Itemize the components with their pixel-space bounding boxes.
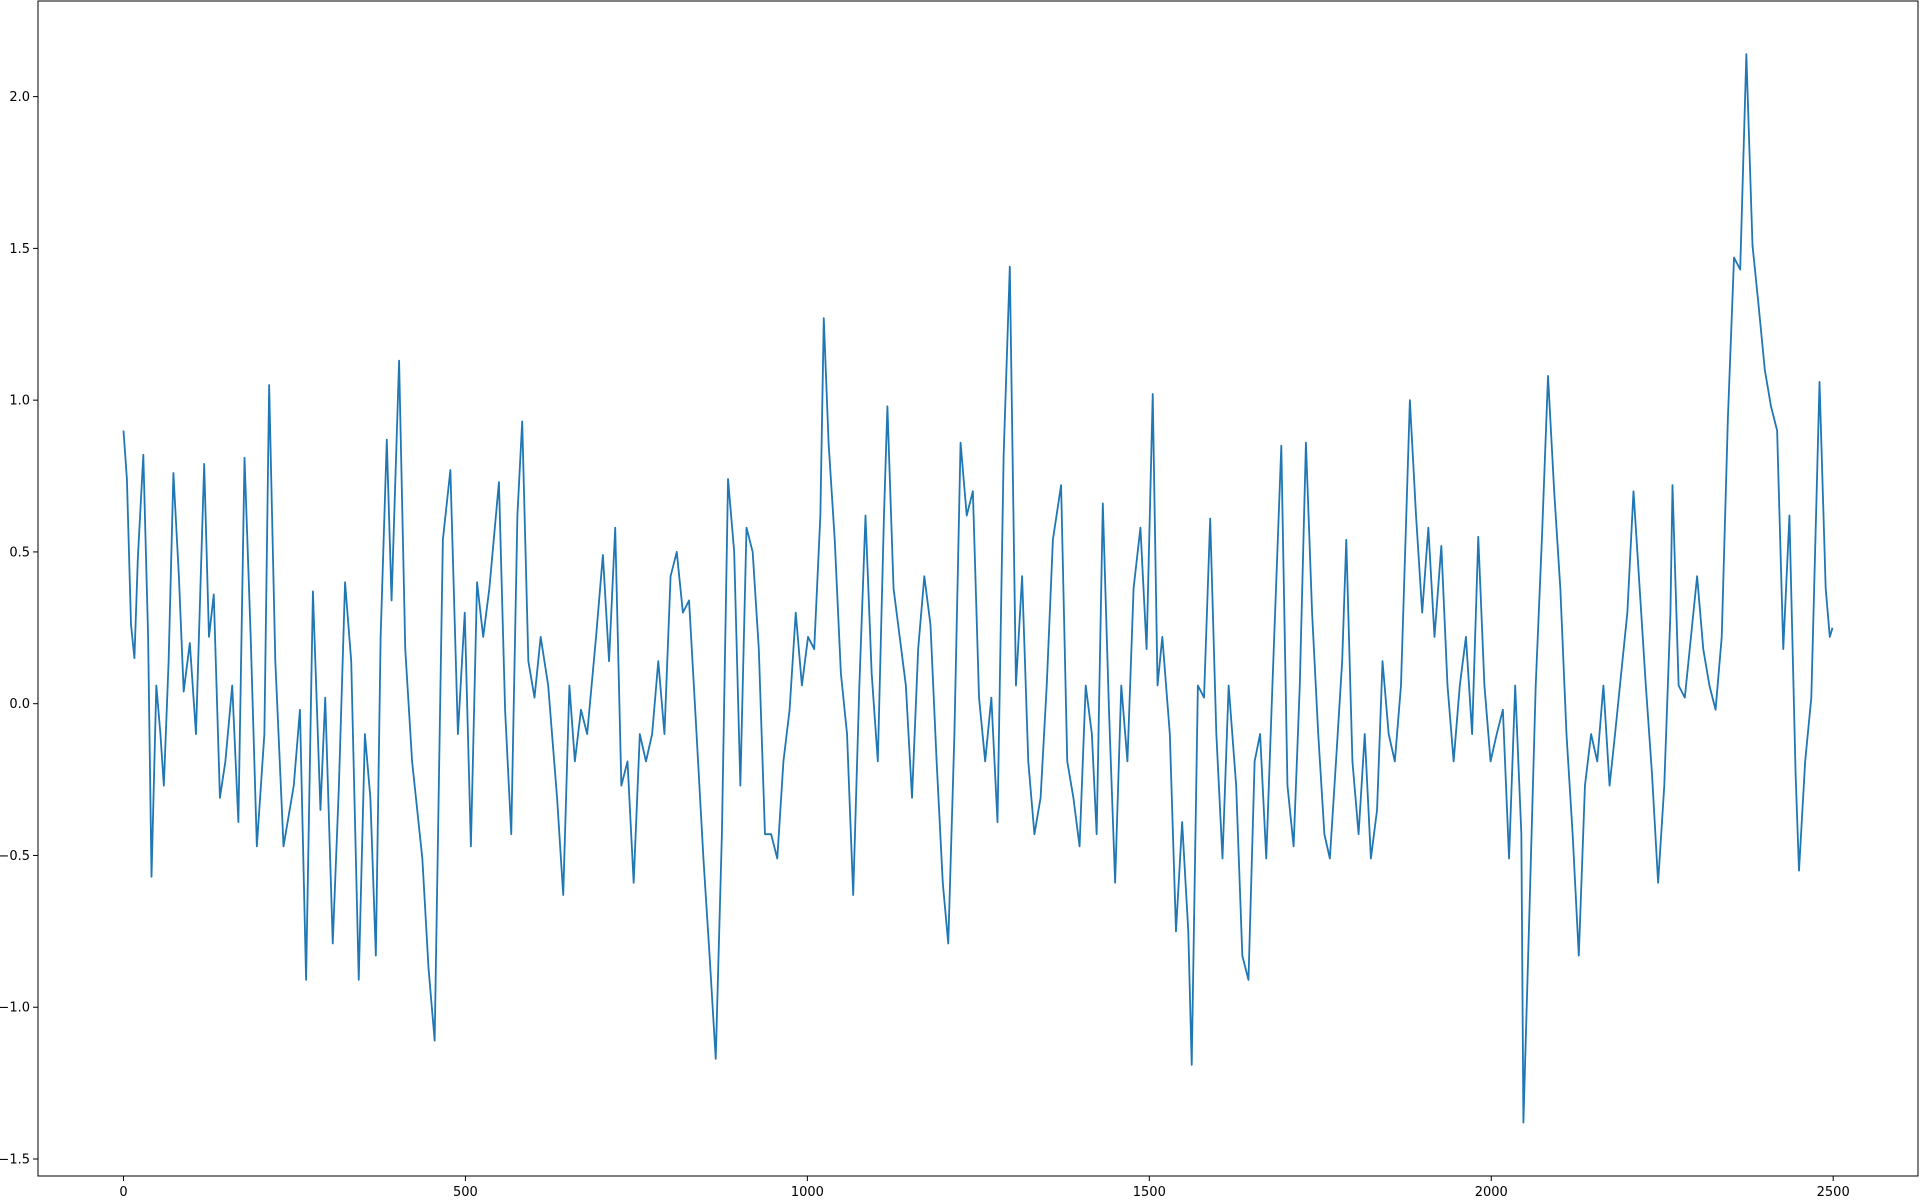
plot-frame [37,0,1919,1177]
x-tick-label: 500 [453,1185,478,1200]
y-tick-label: −1.0 [0,1001,30,1016]
y-tick-label: 0.0 [9,697,30,712]
x-tick-label: 1000 [791,1185,824,1200]
y-tick-label: 1.0 [9,394,30,409]
x-tick-label: 2500 [1817,1185,1850,1200]
x-tick-label: 1500 [1133,1185,1166,1200]
y-tick-label: −0.5 [0,849,30,864]
x-tick-label: 2000 [1475,1185,1508,1200]
y-tick-label: −1.5 [0,1153,30,1168]
y-tick-label: 1.5 [9,242,30,257]
y-tick-label: 0.5 [9,545,30,560]
y-tick-label: 2.0 [9,90,30,105]
data-line [122,53,1834,1124]
x-tick-label: 0 [119,1185,127,1200]
